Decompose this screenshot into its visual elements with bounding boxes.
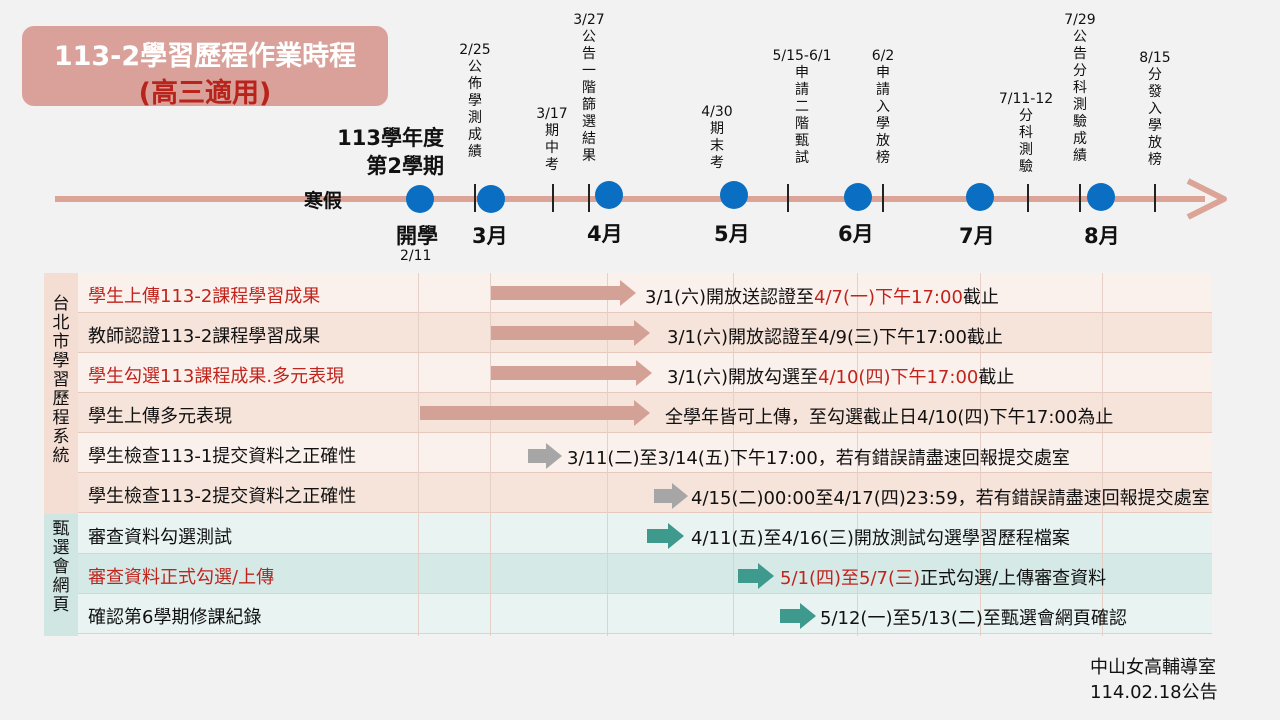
arrow-row-3 (491, 360, 652, 386)
month-august: 8月 (1084, 224, 1120, 248)
month-july: 7月 (959, 224, 995, 248)
month-april: 4月 (587, 222, 623, 246)
column-divider (980, 273, 981, 636)
milestone-7-11: 7/11-12 分科測驗 (998, 91, 1054, 175)
row-8-desc: 5/1(四)至5/7(三)正式勾選/上傳審查資料 (780, 568, 1107, 589)
arrow-row-5 (528, 443, 562, 469)
column-divider (1102, 273, 1103, 636)
dot-july (966, 183, 994, 211)
tick-3-17 (552, 184, 554, 212)
row-3-desc: 3/1(六)開放勾選至4/10(四)下午17:00截止 (667, 367, 1015, 388)
tick-6-2 (882, 184, 884, 212)
table-row: 確認第6學期修課紀錄 (78, 594, 1212, 634)
row-2-desc: 3/1(六)開放認證至4/9(三)下午17:00截止 (667, 327, 1003, 348)
row-4-desc: 全學年皆可上傳，至勾選截止日4/10(四)下午17:00為止 (665, 407, 1114, 428)
row-1-desc: 3/1(六)開放送認證至4/7(一)下午17:00截止 (645, 287, 999, 308)
term-year: 113學年度 (337, 126, 444, 150)
milestone-5-15: 5/15-6/1 申請二階甄試 (772, 48, 832, 166)
milestone-6-2: 6/2 申請入學放榜 (871, 48, 895, 166)
tick-7-11 (1027, 184, 1029, 212)
school-start-label: 開學 (396, 224, 438, 248)
dot-august (1087, 183, 1115, 211)
dot-may (720, 181, 748, 209)
tick-5-15 (787, 184, 789, 212)
milestone-8-15: 8/15 分發入學放榜 (1139, 50, 1171, 168)
tick-7-29 (1079, 184, 1081, 212)
dot-school-start (406, 185, 434, 213)
arrow-row-9 (780, 603, 816, 629)
footer-office: 中山女高輔導室 (1090, 657, 1216, 678)
month-may: 5月 (714, 222, 750, 246)
column-divider (857, 273, 858, 636)
dot-march (477, 185, 505, 213)
title-sub: (高三適用) (138, 78, 272, 109)
sidebar-taipei: 台北市學習歷程系統 (44, 273, 78, 514)
dot-april (595, 181, 623, 209)
timeline-arrow-head (1186, 178, 1227, 220)
tick-3-27 (588, 184, 590, 212)
row-5-desc: 3/11(二)至3/14(五)下午17:00，若有錯誤請盡速回報提交處室 (567, 448, 1070, 469)
arrow-row-1 (491, 280, 636, 306)
table-row: 學生上傳113-2課程學習成果 (78, 273, 1212, 313)
milestone-2-25: 2/25 公佈學測成績 (459, 42, 491, 160)
milestone-3-27: 3/27 公告一階篩選結果 (573, 12, 605, 164)
school-start-date: 2/11 (400, 248, 432, 264)
month-june: 6月 (838, 222, 874, 246)
arrow-row-6 (654, 483, 688, 509)
table-row: 學生檢查113-1提交資料之正確性 (78, 433, 1212, 473)
column-divider (733, 273, 734, 636)
milestone-3-17: 3/17 期中考 (536, 106, 568, 173)
table-row: 學生檢查113-2提交資料之正確性 (78, 473, 1212, 513)
row-6-desc: 4/15(二)00:00至4/17(四)23:59，若有錯誤請盡速回報提交處室 (691, 488, 1210, 509)
table-row: 審查資料勾選測試 (78, 514, 1212, 554)
title-banner: 113-2學習歷程作業時程 (高三適用) (22, 26, 388, 109)
arrow-row-7 (647, 523, 684, 549)
tick-8-15 (1154, 184, 1156, 212)
arrow-row-4 (420, 400, 650, 426)
arrow-row-2 (491, 320, 650, 346)
term-semester: 第2學期 (366, 154, 444, 178)
milestone-4-30: 4/30 期末考 (701, 104, 733, 171)
tick-2-25 (474, 184, 476, 212)
column-divider (607, 273, 608, 636)
row-7-desc: 4/11(五)至4/16(三)開放測試勾選學習歷程檔案 (691, 528, 1070, 549)
column-divider (490, 273, 491, 636)
title-main: 113-2學習歷程作業時程 (53, 41, 357, 72)
winter-break-label: 寒假 (304, 190, 343, 212)
row-9-desc: 5/12(一)至5/13(二)至甄選會網頁確認 (820, 608, 1127, 629)
milestone-7-29: 7/29 公告分科測驗成績 (1064, 12, 1096, 164)
footer-date: 114.02.18公告 (1090, 682, 1218, 703)
month-march: 3月 (472, 224, 508, 248)
column-divider (418, 273, 419, 636)
table-row: 審查資料正式勾選/上傳 (78, 554, 1212, 594)
arrow-row-8 (738, 563, 774, 589)
sidebar-selection: 甄選會網頁 (44, 514, 78, 636)
dot-june (844, 183, 872, 211)
